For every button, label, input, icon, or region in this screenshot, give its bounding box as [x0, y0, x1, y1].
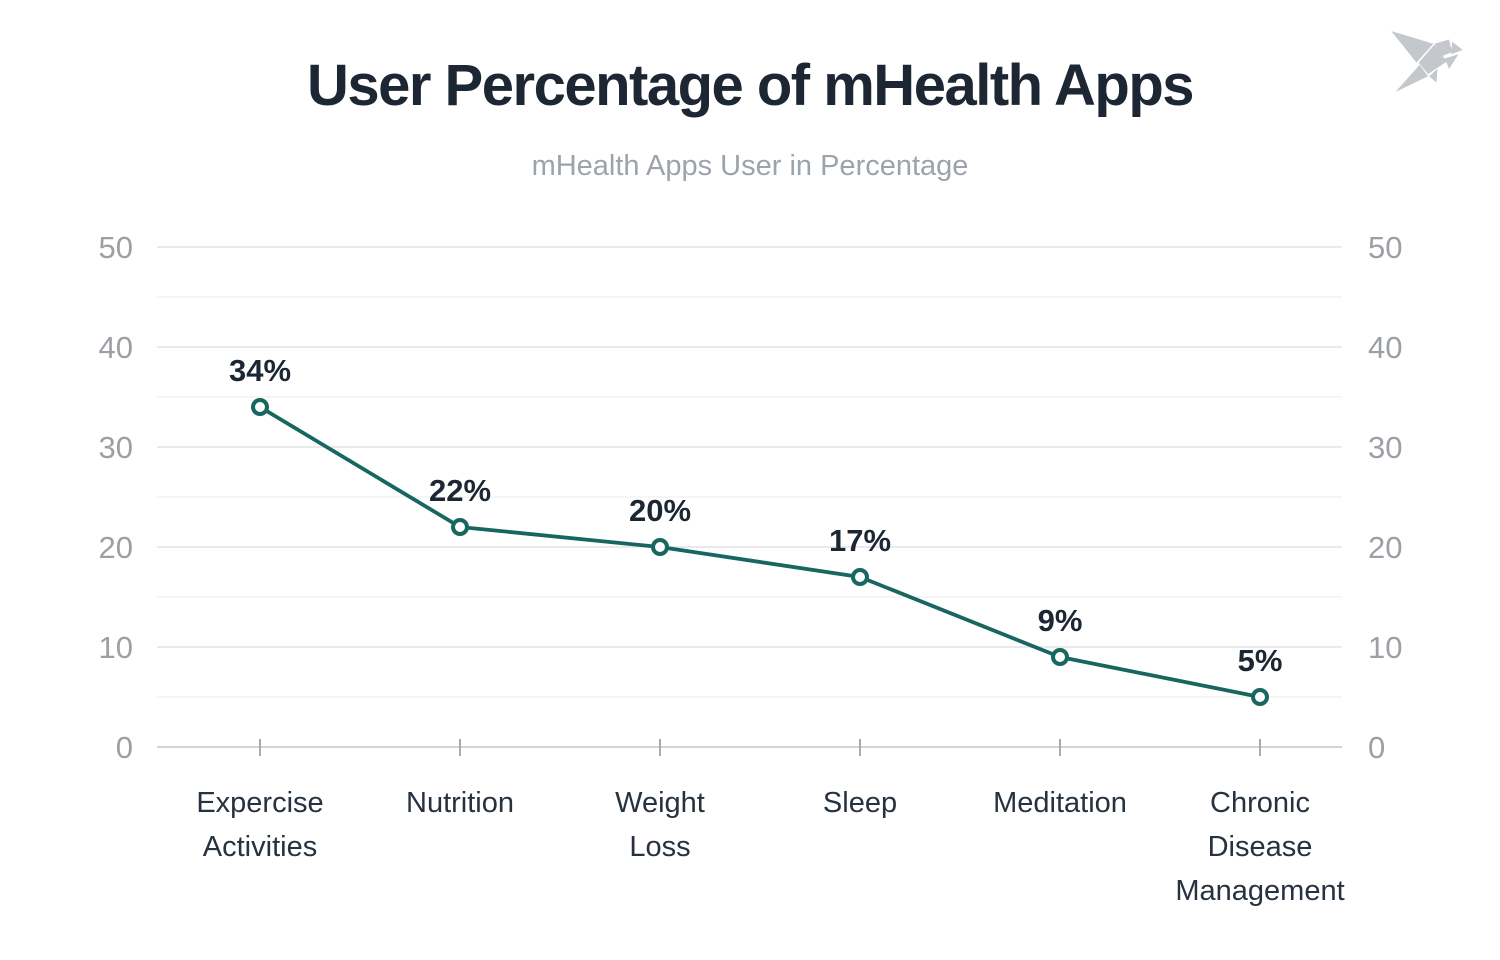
- category-label-line: Expercise: [196, 787, 323, 819]
- logo-wing: [1391, 31, 1434, 63]
- data-point-marker: [851, 568, 869, 586]
- data-point-marker: [1051, 648, 1069, 666]
- category-label-line: Meditation: [993, 787, 1127, 819]
- page-title: User Percentage of mHealth Apps: [306, 53, 1195, 118]
- category-label-line: Loss: [629, 831, 690, 863]
- value-label: 22%: [429, 473, 491, 508]
- y-axis-label-left: 50: [99, 230, 133, 265]
- logo-head: [1434, 39, 1453, 57]
- category-label-line: Nutrition: [406, 787, 514, 819]
- y-axis-label-left: 20: [99, 530, 133, 565]
- value-label: 20%: [629, 493, 691, 528]
- data-line: [258, 405, 1262, 699]
- y-axis-label-left: 40: [99, 330, 133, 365]
- logo-tail: [1395, 64, 1429, 92]
- category-label: Nutrition: [406, 787, 514, 819]
- y-axis-label-right: 40: [1368, 330, 1402, 365]
- category-label-line: Sleep: [823, 787, 897, 819]
- y-axis-label-left: 0: [116, 730, 133, 765]
- data-point-marker: [1251, 688, 1269, 706]
- category-label: Weight Loss: [615, 787, 705, 863]
- logo-right-wing: [1444, 54, 1459, 69]
- chart-subtitle: mHealth Apps User in Percentage: [531, 150, 969, 182]
- y-axis-label-right: 50: [1368, 230, 1402, 265]
- y-axis-label-right: 0: [1368, 730, 1385, 765]
- category-label: Chronic Disease Management: [1175, 787, 1344, 907]
- category-label-line: Disease: [1208, 831, 1313, 863]
- logo-beak: [1451, 41, 1463, 55]
- category-label-line: Chronic: [1210, 787, 1310, 819]
- category-label-line: Weight: [615, 787, 705, 819]
- category-label: Sleep: [823, 787, 897, 819]
- data-point-marker: [451, 518, 469, 536]
- value-label: 9%: [1038, 603, 1083, 638]
- value-label: 5%: [1238, 643, 1283, 678]
- value-label: 34%: [229, 353, 291, 388]
- data-point-marker: [251, 398, 269, 416]
- origami-bird-icon: [1391, 31, 1463, 92]
- y-axis-label-right: 20: [1368, 530, 1402, 565]
- value-label: 17%: [829, 523, 891, 558]
- data-point-marker: [651, 538, 669, 556]
- logo-leg: [1429, 68, 1438, 83]
- y-axis-label-right: 30: [1368, 430, 1402, 465]
- y-axis-label-left: 30: [99, 430, 133, 465]
- category-label-line: Management: [1175, 875, 1344, 907]
- category-label: Expercise Activities: [196, 787, 323, 863]
- category-label: Meditation: [993, 787, 1127, 819]
- y-axis-label-right: 10: [1368, 630, 1402, 665]
- y-axis-label-left: 10: [99, 630, 133, 665]
- category-label-line: Activities: [203, 831, 317, 863]
